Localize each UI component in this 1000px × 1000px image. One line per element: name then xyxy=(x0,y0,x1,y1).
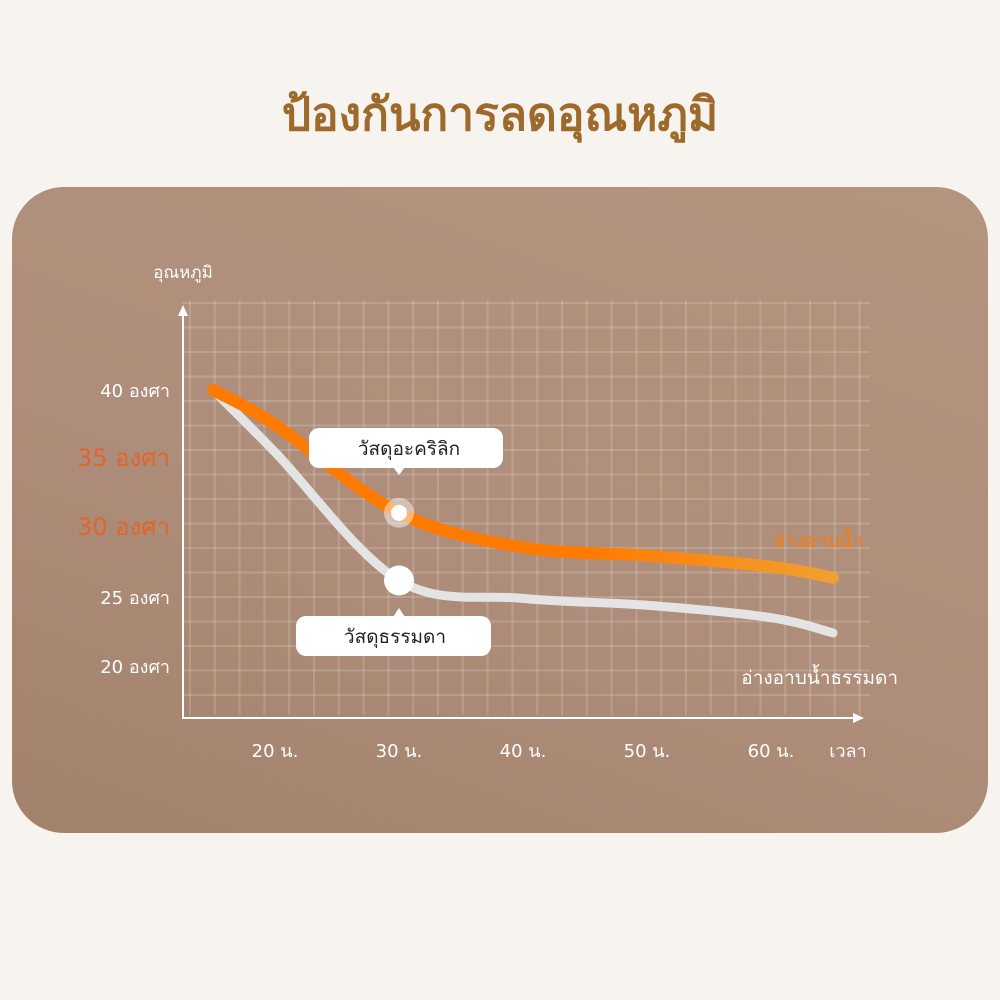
y-tick-label: 20 องศา xyxy=(100,657,170,678)
tick-labels: อุณหภูมิเวลา 20 น. 30 น. 40 น. 50 น. 60 น. 40 … xyxy=(77,263,898,762)
chart-card: อุณหภูมิเวลา 20 น. 30 น. 40 น. 50 น. 60 น. 40 … xyxy=(12,187,988,833)
callout-text-regular: วัสดุธรรมดา xyxy=(344,626,446,649)
x-tick-label: 30 น. xyxy=(376,741,423,762)
y-tick-label: 40 องศา xyxy=(100,381,170,402)
x-axis-arrow-icon xyxy=(853,713,864,723)
series-label-acrylic: อ่างอาบน้ำ xyxy=(774,527,863,552)
page-title: ป้องกันการลดอุณหภูมิ xyxy=(281,87,719,141)
callout-pointer xyxy=(393,467,405,475)
grid xyxy=(182,300,870,715)
temperature-chart: อุณหภูมิเวลา 20 น. 30 น. 40 น. 50 น. 60 น. 40 … xyxy=(77,263,898,762)
x-tick-label: 50 น. xyxy=(624,741,671,762)
series-line-acrylic xyxy=(207,384,839,584)
y-tick-label: 35 องศา xyxy=(77,444,170,472)
y-axis-title: อุณหภูมิ xyxy=(153,263,213,283)
x-tick-label: 20 น. xyxy=(252,741,299,762)
x-tick-label: 40 น. xyxy=(500,741,547,762)
y-tick-label: 30 องศา xyxy=(77,513,170,541)
callout-pointer xyxy=(393,608,405,617)
x-tick-label: 60 น. xyxy=(748,741,795,762)
callout-box-acrylic xyxy=(309,428,503,468)
callout-box-regular xyxy=(296,616,491,656)
x-axis-title: เวลา xyxy=(829,741,866,762)
y-tick-label: 25 องศา xyxy=(100,588,170,609)
y-axis-arrow-icon xyxy=(178,305,188,316)
series-label-regular: อ่างอาบน้ำธรรมดา xyxy=(741,664,898,689)
series-lines xyxy=(207,384,839,638)
callout-text-acrylic: วัสดุอะคริลิก xyxy=(358,438,460,461)
series-line-regular xyxy=(208,385,838,638)
data-point-acrylic xyxy=(391,504,407,521)
data-point-regular xyxy=(384,565,414,596)
axes xyxy=(178,305,864,723)
